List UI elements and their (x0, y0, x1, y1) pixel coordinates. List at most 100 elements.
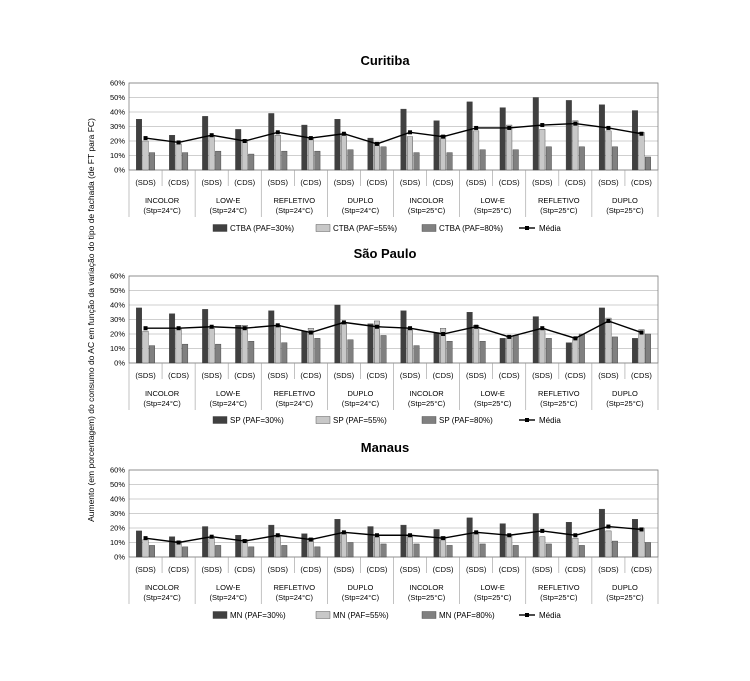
chart-2-bar (281, 342, 288, 364)
chart-1-media-point (143, 136, 148, 141)
chart-1-x-tick-label: (CDS) (300, 178, 321, 187)
chart-2-bar (149, 345, 155, 364)
chart-2-bar (473, 325, 480, 364)
chart-2-group-sublabel: (Stp=24°C) (143, 399, 181, 408)
chart-2-bar (532, 316, 539, 364)
chart-3-media-point (606, 524, 611, 529)
chart-1-bar (314, 150, 321, 171)
chart-3-bar (334, 519, 341, 558)
chart-2-bar (605, 317, 612, 364)
chart-1-group-label: DUPLO (612, 196, 638, 205)
chart-2-group-label: REFLETIVO (273, 389, 315, 398)
chart-2-bar (169, 313, 176, 364)
chart-2-bar (638, 329, 645, 364)
chart-2-bar (374, 320, 380, 364)
chart-3-bar (208, 537, 215, 558)
chart-3-bar (545, 543, 552, 558)
chart-2-media-point (573, 336, 578, 341)
chart-2-x-tick-label: (CDS) (234, 371, 255, 380)
chart-1-bar (208, 134, 215, 171)
chart-1-bar (578, 146, 585, 171)
chart-3-media-point (408, 533, 413, 538)
chart-1-media-point (606, 125, 611, 130)
chart-3-media-point (209, 534, 214, 539)
chart-1-bar (506, 124, 513, 171)
chart-3-bar (565, 522, 572, 558)
chart-1-bar (446, 152, 453, 171)
chart-3-bar (248, 546, 255, 558)
chart-1-bar (175, 143, 182, 171)
chart-1-legend-swatch (212, 224, 228, 232)
chart-2-bar (446, 341, 453, 364)
chart-1-group-sublabel: (Stp=25°C) (408, 206, 446, 215)
chart-3-x-tick-label: (SDS) (268, 565, 289, 574)
chart-3-media-line (145, 525, 642, 544)
chart-3-group-label: LOW-E (216, 583, 240, 592)
chart-2-x-tick-label: (CDS) (565, 371, 586, 380)
chart-1-x-tick-label: (SDS) (532, 178, 553, 187)
chart-1-bar (235, 129, 242, 171)
chart-3-bar (532, 513, 539, 558)
chart-2-y-tick-label: 20% (110, 330, 125, 339)
chart-3-media-point (474, 530, 479, 535)
chart-3-legend-label: MN (PAF=30%) (230, 611, 286, 620)
chart-3-bar (433, 529, 440, 558)
chart-3-bar (499, 523, 506, 558)
chart-1-legend-label: CTBA (PAF=55%) (333, 224, 397, 233)
chart-3-media-point (507, 533, 512, 538)
chart-2-group-label: DUPLO (348, 389, 374, 398)
chart-2-bar (632, 338, 638, 364)
chart-1-bar (248, 153, 255, 171)
chart-1-group-sublabel: (Stp=25°C) (540, 206, 578, 215)
chart-2-x-tick-label: (CDS) (367, 371, 388, 380)
chart-2-bar (645, 333, 651, 364)
chart-1-bar (479, 149, 486, 171)
chart-2-bar (142, 330, 149, 364)
chart-2-group-label: LOW-E (480, 389, 504, 398)
chart-1-legend-marker (525, 226, 529, 230)
chart-2-media-point (341, 320, 346, 325)
chart-2-bar (314, 338, 321, 364)
chart-2-legend-label: SP (PAF=80%) (439, 416, 493, 425)
chart-1-bar (301, 124, 308, 171)
chart-1-bar (499, 107, 506, 171)
chart-3-bar (572, 537, 579, 558)
chart-1-group-sublabel: (Stp=24°C) (143, 206, 181, 215)
chart-2-media-point (441, 332, 446, 336)
chart-1-group-label: INCOLOR (409, 196, 444, 205)
chart-3-bar (182, 546, 189, 558)
chart-1-bar (645, 156, 651, 171)
chart-1-x-tick-label: (SDS) (466, 178, 487, 187)
chart-3-bar (215, 545, 222, 558)
chart-2-media-point (540, 326, 545, 331)
chart-2-x-tick-label: (SDS) (135, 371, 156, 380)
chart-1-media-line (145, 122, 642, 145)
chart-2-x-tick-label: (SDS) (268, 371, 289, 380)
chart-3-y-tick-label: 20% (110, 524, 125, 533)
chart-2-bar (479, 341, 486, 364)
chart-2-legend-marker (525, 418, 529, 422)
chart-1-group-label: REFLETIVO (538, 196, 580, 205)
chart-1-bar (136, 119, 142, 171)
chart-2-media-point (374, 324, 379, 329)
chart-1-x-tick-label: (SDS) (400, 178, 421, 187)
chart-3-media-point (275, 533, 280, 538)
chart-1-bar (340, 133, 347, 171)
chart-2-media-point (143, 326, 148, 331)
chart-3-bar (340, 532, 347, 558)
chart-1-legend-label: Média (539, 224, 561, 233)
chart-1-bar (539, 129, 546, 171)
chart-3-x-tick-label: (CDS) (499, 565, 520, 574)
chart-1-bar (466, 101, 473, 171)
chart-1-bar (268, 113, 275, 171)
chart-2-y-tick-label: 0% (114, 359, 125, 368)
chart-1-bar (565, 100, 572, 171)
chart-3-bar (347, 542, 354, 558)
chart-1-y-tick-label: 50% (110, 93, 125, 102)
chart-2-bar (545, 338, 552, 364)
chart-3-legend-label: MN (PAF=55%) (333, 611, 389, 620)
chart-3-bar (149, 545, 155, 558)
chart-1-x-tick-label: (SDS) (201, 178, 222, 187)
chart-3-bar (446, 545, 453, 558)
chart-3-group-label: INCOLOR (145, 583, 180, 592)
